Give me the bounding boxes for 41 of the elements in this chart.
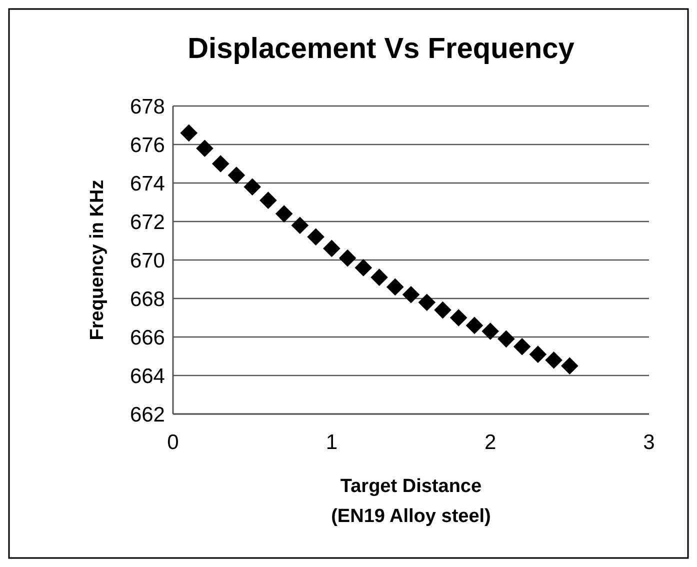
point <box>402 286 420 304</box>
y-tick-label: 674 <box>130 172 166 196</box>
chart-title: Displacement Vs Frequency <box>188 33 574 65</box>
x-tick-label: 2 <box>484 431 496 454</box>
point <box>466 316 484 334</box>
point <box>275 205 293 222</box>
y-tick-label: 668 <box>130 288 165 311</box>
point <box>323 240 340 258</box>
point <box>513 338 531 356</box>
y-tick-label: 664 <box>130 364 166 388</box>
point <box>545 351 562 369</box>
y-tick-label: 672 <box>130 210 165 234</box>
point <box>370 268 388 286</box>
point <box>450 309 468 326</box>
y-axis-title: Frequency in KHz <box>87 180 108 340</box>
point <box>212 155 230 172</box>
point <box>291 216 309 234</box>
point <box>386 278 404 296</box>
point <box>482 322 499 340</box>
y-tick-label: 670 <box>130 249 165 272</box>
x-tick-label: 1 <box>326 431 338 454</box>
point <box>307 228 324 246</box>
x-tick-label: 3 <box>643 431 655 454</box>
point <box>228 166 246 184</box>
point <box>180 124 198 142</box>
point <box>196 140 214 158</box>
y-tick-label: 678 <box>130 95 165 118</box>
x-tick-label: 0 <box>167 431 179 454</box>
point <box>418 294 436 312</box>
point <box>561 357 578 375</box>
point <box>434 301 452 319</box>
y-tick-label: 662 <box>130 403 165 426</box>
y-tick-label: 666 <box>130 326 165 350</box>
point <box>498 330 515 348</box>
point <box>529 346 547 363</box>
point <box>260 192 277 209</box>
point <box>244 178 261 196</box>
y-tick-label: 676 <box>130 134 165 157</box>
point <box>354 259 372 276</box>
x-axis-title: Target Distance (EN19 Alloy steel) <box>331 476 491 527</box>
point <box>338 249 356 267</box>
